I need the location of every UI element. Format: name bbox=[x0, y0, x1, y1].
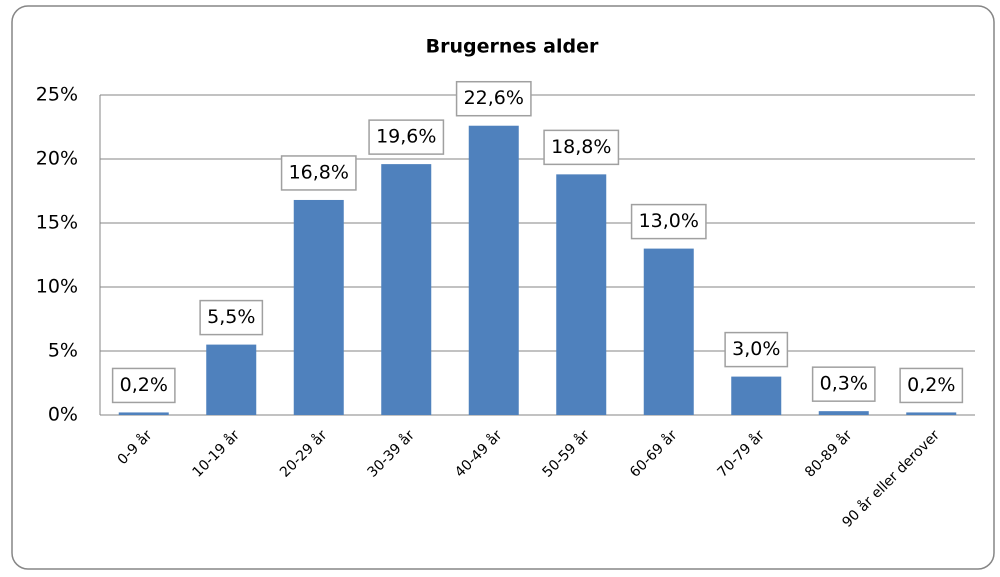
bar bbox=[206, 344, 257, 415]
value-label-box bbox=[899, 367, 964, 404]
y-tick-label: 10% bbox=[36, 276, 78, 298]
bar bbox=[906, 412, 957, 415]
value-label-box bbox=[368, 119, 445, 155]
value-label-box bbox=[543, 129, 620, 166]
bar bbox=[468, 125, 519, 415]
bar bbox=[818, 411, 869, 415]
value-label: 13,0% bbox=[639, 210, 699, 232]
bar bbox=[118, 412, 169, 415]
value-label-box bbox=[811, 366, 876, 402]
y-tick-label: 5% bbox=[48, 340, 78, 362]
value-label-box bbox=[111, 367, 176, 404]
bar bbox=[293, 199, 344, 415]
value-label: 19,6% bbox=[376, 126, 436, 148]
y-tick-label: 20% bbox=[36, 148, 78, 170]
value-label: 18,8% bbox=[551, 136, 611, 158]
value-label-box bbox=[199, 299, 264, 336]
value-label: 16,8% bbox=[289, 161, 349, 183]
value-label: 22,6% bbox=[464, 87, 524, 109]
value-label-box bbox=[630, 203, 707, 240]
value-label: 0,2% bbox=[120, 374, 168, 396]
bar bbox=[556, 174, 607, 415]
bar bbox=[381, 164, 432, 415]
value-label: 0,2% bbox=[907, 374, 955, 396]
bar bbox=[731, 376, 782, 415]
value-label-box bbox=[280, 155, 357, 191]
chart-title: Brugernes alder bbox=[426, 36, 599, 58]
y-tick-label: 25% bbox=[36, 84, 78, 106]
value-label: 0,3% bbox=[820, 373, 868, 395]
y-tick-label: 15% bbox=[36, 212, 78, 234]
value-label-box bbox=[724, 331, 789, 368]
value-label-box bbox=[455, 80, 532, 117]
value-label: 5,5% bbox=[207, 306, 255, 328]
bar bbox=[643, 248, 694, 415]
value-label: 3,0% bbox=[732, 338, 780, 360]
y-tick-label: 0% bbox=[48, 404, 78, 426]
